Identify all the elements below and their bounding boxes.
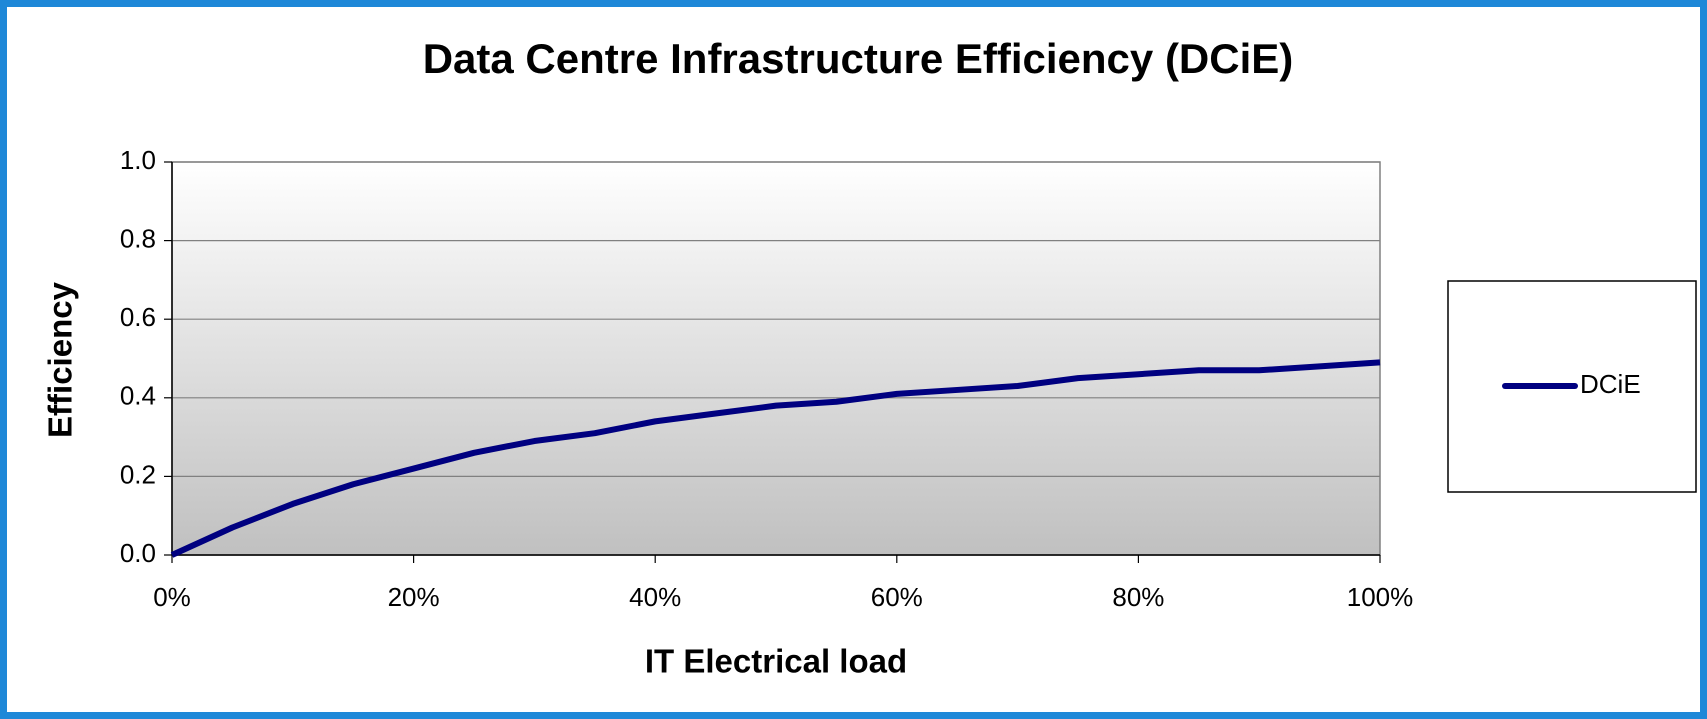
y-tick-label: 0.4: [120, 381, 156, 411]
x-tick-label: 100%: [1347, 582, 1414, 612]
chart-title: Data Centre Infrastructure Efficiency (D…: [423, 35, 1294, 82]
y-tick-label: 0.2: [120, 459, 156, 489]
y-tick-label: 0.8: [120, 223, 156, 253]
x-tick-label: 80%: [1112, 582, 1164, 612]
y-tick-label: 0.6: [120, 302, 156, 332]
x-axis-label: IT Electrical load: [645, 643, 907, 680]
data-line: [170, 359, 1381, 558]
x-tick-label: 0%: [153, 582, 191, 612]
plot-area: [171, 161, 1381, 556]
y-axis-label: Efficiency: [42, 281, 79, 438]
y-tick-label: 0.0: [120, 538, 156, 568]
x-tick-label: 60%: [871, 582, 923, 612]
y-tick-label: 1.0: [120, 145, 156, 175]
legend-box: [1447, 280, 1697, 493]
x-tick-label: 20%: [388, 582, 440, 612]
legend-label: DCiE: [1580, 369, 1641, 399]
x-tick-label: 40%: [629, 582, 681, 612]
